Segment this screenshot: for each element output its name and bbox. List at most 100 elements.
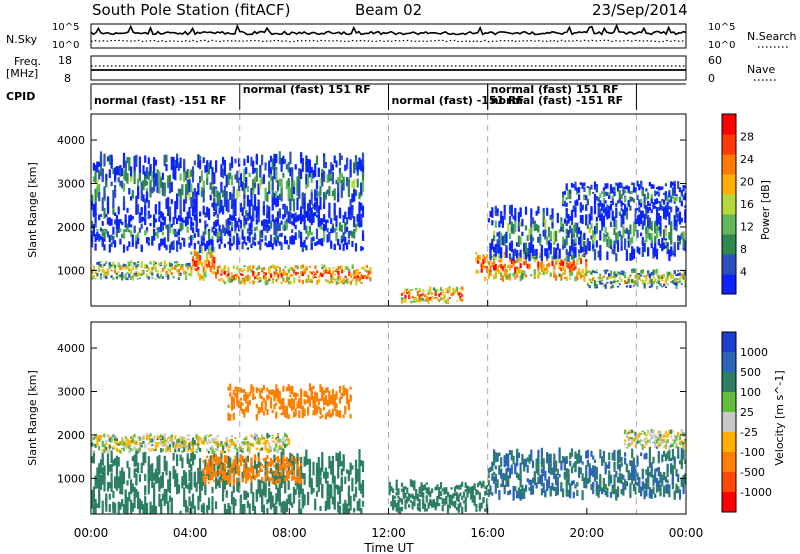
y-tick-label: 1000 bbox=[57, 264, 85, 277]
x-tick-label: 12:00 bbox=[371, 526, 406, 540]
noise-panel-frame bbox=[90, 23, 687, 49]
cpid-segment-label: normal (fast) 151 RF bbox=[491, 83, 619, 96]
freq-right-tick-bottom: 0 bbox=[708, 72, 715, 85]
power-colorbar-tick-label: 8 bbox=[740, 243, 747, 256]
power-echo-region bbox=[91, 151, 365, 220]
date-title: 23/Sep/2014 bbox=[592, 1, 688, 19]
freq-left-label-1: Freq. bbox=[14, 55, 41, 68]
y-tick-label: 2000 bbox=[57, 221, 85, 234]
power-colorbar-label: Power [dB] bbox=[759, 180, 772, 240]
velocity-colorbar-tick-label: -100 bbox=[740, 446, 765, 459]
power-colorbar-tick-label: 28 bbox=[740, 131, 754, 144]
power-colorbar-tick-label: 16 bbox=[740, 198, 754, 211]
velocity-ylabel: Slant Range [km] bbox=[26, 370, 39, 466]
frequency-panel-frame bbox=[90, 55, 687, 81]
station-title: South Pole Station (fitACF) bbox=[92, 1, 290, 19]
velocity-colorbar-tick-label: -1000 bbox=[740, 486, 772, 499]
beam-title: Beam 02 bbox=[355, 1, 422, 19]
velocity-colorbar-swatch bbox=[722, 412, 736, 433]
freq-right-label: Nave bbox=[747, 63, 775, 76]
freq-left-label-2: [MHz] bbox=[6, 67, 38, 80]
velocity-echo-region bbox=[227, 383, 352, 421]
noise-panel: N.Sky 10^5 10^0 10^5 10^0 N.Search bbox=[6, 22, 797, 51]
noise-left-tick-bottom: 10^0 bbox=[52, 40, 79, 51]
velocity-colorbar-tick-label: 1000 bbox=[740, 346, 768, 359]
cpid-segment-label: normal (fast) -151 RF bbox=[491, 94, 624, 107]
power-colorbar-swatch bbox=[722, 154, 736, 175]
noise-left-label: N.Sky bbox=[6, 33, 38, 46]
x-tick-label: 08:00 bbox=[272, 526, 307, 540]
power-colorbar-swatch bbox=[722, 174, 736, 195]
y-tick-label: 3000 bbox=[57, 178, 85, 191]
x-tick-label: 00:00 bbox=[74, 526, 109, 540]
y-tick-label: 1000 bbox=[57, 472, 85, 485]
velocity-colorbar-swatch bbox=[722, 492, 736, 513]
velocity-panel: 1000 2000 3000 4000 Slant Range [km] bbox=[26, 321, 687, 515]
cpid-label: CPID bbox=[6, 90, 35, 103]
velocity-colorbar-swatch bbox=[722, 452, 736, 473]
power-echo-region bbox=[91, 260, 191, 281]
velocity-echo-region bbox=[91, 432, 290, 455]
freq-right-tick-top: 60 bbox=[708, 54, 722, 67]
velocity-echo-region bbox=[487, 446, 686, 501]
power-echo-region bbox=[487, 204, 686, 262]
power-colorbar-tick-label: 12 bbox=[740, 221, 754, 234]
power-colorbar-swatch bbox=[722, 214, 736, 235]
power-echo-region bbox=[475, 250, 588, 283]
power-panel: 1000 2000 3000 4000 Slant Range [km] bbox=[26, 113, 687, 307]
velocity-colorbar-tick-label: 500 bbox=[740, 366, 761, 379]
velocity-colorbar: 1000 500 100 25 -25 -100 -500 -1000 Velocity [m… bbox=[721, 331, 786, 513]
noise-left-tick-top: 10^5 bbox=[52, 22, 79, 33]
noise-sky-trace bbox=[90, 23, 687, 36]
freq-left-tick-bottom: 8 bbox=[64, 72, 71, 85]
freq-left-tick-top: 18 bbox=[58, 54, 72, 67]
velocity-colorbar-swatch bbox=[722, 332, 736, 353]
velocity-colorbar-swatch bbox=[722, 432, 736, 453]
cpid-segment-label: normal (fast) -151 RF bbox=[94, 94, 227, 107]
noise-right-label: N.Search bbox=[747, 30, 797, 43]
y-tick-label: 2000 bbox=[57, 429, 85, 442]
x-axis-label: Time UT bbox=[363, 541, 414, 554]
noise-right-tick-top: 10^5 bbox=[708, 22, 735, 33]
power-colorbar-swatch bbox=[722, 254, 736, 275]
velocity-colorbar-swatch bbox=[722, 352, 736, 373]
x-tick-label: 04:00 bbox=[173, 526, 208, 540]
velocity-colorbar-tick-label: -25 bbox=[740, 426, 758, 439]
power-colorbar-tick-label: 20 bbox=[740, 176, 754, 189]
power-colorbar: 4 8 12 16 20 24 28 Power [dB] bbox=[721, 113, 772, 295]
power-echo-region bbox=[190, 246, 216, 281]
velocity-colorbar-swatch bbox=[722, 472, 736, 493]
y-tick-label: 4000 bbox=[57, 342, 85, 355]
velocity-colorbar-tick-label: -500 bbox=[740, 466, 765, 479]
velocity-colorbar-label: Velocity [m s^-1] bbox=[773, 370, 786, 465]
power-echo-region bbox=[91, 210, 365, 253]
noise-search-trace bbox=[90, 39, 687, 43]
cpid-segment-label: normal (fast) -151 RF bbox=[392, 94, 525, 107]
power-ylabel: Slant Range [km] bbox=[26, 162, 39, 258]
power-echo-region bbox=[562, 180, 686, 213]
power-colorbar-tick-label: 24 bbox=[740, 153, 754, 166]
power-echo-region bbox=[215, 264, 372, 286]
noise-right-tick-bottom: 10^0 bbox=[708, 40, 735, 51]
velocity-echo-region bbox=[624, 428, 686, 450]
velocity-colorbar-swatch bbox=[722, 372, 736, 393]
velocity-echo-region bbox=[388, 479, 489, 514]
power-colorbar-swatch bbox=[722, 234, 736, 255]
power-colorbar-frame bbox=[721, 113, 737, 295]
velocity-echo-region bbox=[202, 453, 303, 486]
frequency-panel: Freq. [MHz] 18 8 60 0 Nave bbox=[6, 54, 778, 85]
velocity-colorbar-swatch bbox=[722, 392, 736, 413]
power-colorbar-swatch bbox=[722, 134, 736, 155]
power-colorbar-tick-label: 4 bbox=[740, 266, 747, 279]
cpid-segment-label: normal (fast) 151 RF bbox=[243, 83, 371, 96]
velocity-colorbar-tick-label: 100 bbox=[740, 386, 761, 399]
y-tick-label: 4000 bbox=[57, 134, 85, 147]
power-colorbar-swatch bbox=[722, 274, 736, 295]
x-tick-label: 20:00 bbox=[570, 526, 605, 540]
x-tick-label: 00:00 bbox=[669, 526, 704, 540]
y-tick-label: 3000 bbox=[57, 386, 85, 399]
x-tick-label: 16:00 bbox=[470, 526, 505, 540]
power-echo-region bbox=[400, 286, 464, 304]
